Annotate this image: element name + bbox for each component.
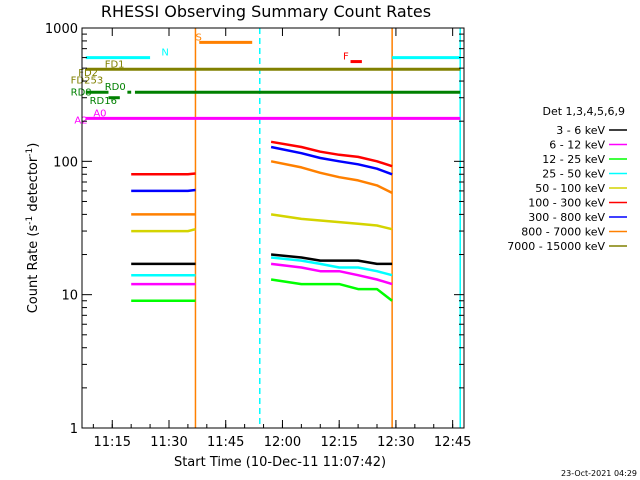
legend-label: 12 - 25 keV xyxy=(542,153,605,166)
flag-label: FD1 xyxy=(105,59,125,70)
render-timestamp: 23-Oct-2021 04:29 xyxy=(561,469,637,478)
y-axis-label-mid: detector xyxy=(26,156,41,216)
series-line xyxy=(131,188,196,193)
series-line xyxy=(270,253,393,266)
x-axis: 11:15 11:30 11:45 12:00 12:15 12:30 12:45 xyxy=(92,28,471,450)
legend-label: 800 - 7000 keV xyxy=(521,226,605,239)
flag-label: RD0 xyxy=(105,82,126,93)
legend-label: 300 - 800 keV xyxy=(528,211,605,224)
y-axis-label-sup1: -1 xyxy=(25,216,35,225)
flag-label: RD16 xyxy=(90,96,117,107)
x-tick-label: 12:00 xyxy=(264,435,301,450)
legend-label: 7000 - 15000 keV xyxy=(507,240,605,253)
y-tick-label: 1 xyxy=(70,422,78,437)
y-axis-label-sup2: -1 xyxy=(25,148,35,157)
y-tick-label: 10 xyxy=(61,289,78,304)
series-line xyxy=(131,172,196,176)
x-tick-label: 12:30 xyxy=(377,435,414,450)
x-tick-label: 12:45 xyxy=(434,435,471,450)
x-tick-label: 11:15 xyxy=(94,435,131,450)
chart-title: RHESSI Observing Summary Count Rates xyxy=(101,2,431,21)
y-axis-label-main: Count Rate (s xyxy=(26,225,41,314)
flag-label: N xyxy=(161,48,168,59)
legend-label: 25 - 50 keV xyxy=(542,168,605,181)
flag-label: A2 xyxy=(74,116,87,127)
x-tick-label: 11:45 xyxy=(207,435,244,450)
y-axis-label-end: ) xyxy=(26,143,41,148)
y-tick-label: 1000 xyxy=(45,22,78,37)
series-line xyxy=(270,213,393,231)
flag-label: A0 xyxy=(93,108,106,119)
legend-label: 3 - 6 keV xyxy=(556,124,605,137)
x-tick-label: 12:15 xyxy=(320,435,357,450)
legend-label: 6 - 12 keV xyxy=(549,139,605,152)
series-line xyxy=(270,278,393,302)
plot-frame xyxy=(81,27,465,429)
series-line xyxy=(270,262,393,286)
series-line xyxy=(131,227,196,233)
flag-label: F xyxy=(343,52,349,63)
y-axis-label: Count Rate (s-1 detector-1) xyxy=(25,143,41,314)
legend-label: 50 - 100 keV xyxy=(535,182,605,195)
x-tick-label: 11:30 xyxy=(150,435,187,450)
x-axis-label: Start Time (10-Dec-11 11:07:42) xyxy=(174,455,386,470)
legend-title: Det 1,3,4,5,6,9 xyxy=(542,105,625,118)
series-line xyxy=(270,140,393,168)
series-line xyxy=(270,256,393,277)
y-tick-label: 100 xyxy=(53,155,78,170)
legend-label: 100 - 300 keV xyxy=(528,197,605,210)
flag-label: FD2 xyxy=(78,68,98,79)
series-line xyxy=(270,160,393,195)
series-lines xyxy=(131,140,393,303)
series-line xyxy=(270,145,393,176)
y-axis: 1 10 100 1000 xyxy=(45,22,464,437)
flag-label: S xyxy=(195,32,201,43)
flag-label: RD8 xyxy=(71,88,92,99)
